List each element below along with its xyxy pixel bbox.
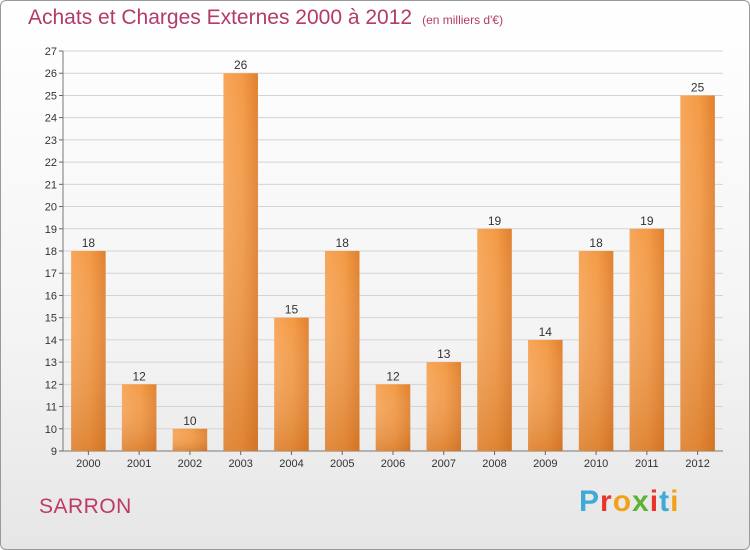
- y-tick-label: 20: [45, 202, 57, 214]
- x-tick-label: 2011: [635, 458, 659, 470]
- bar-shade: [578, 251, 614, 451]
- bar-shade: [426, 362, 462, 451]
- x-tick-label: 2008: [482, 458, 506, 470]
- y-tick-label: 25: [45, 90, 57, 102]
- y-tick-label: 27: [45, 46, 57, 58]
- brand-letter: r: [600, 485, 613, 518]
- bar-shade: [324, 251, 360, 451]
- x-tick-label: 2002: [178, 458, 202, 470]
- city-name: SARRON: [39, 495, 132, 518]
- bar-shade: [223, 73, 258, 451]
- bar-value-label: 25: [691, 80, 705, 94]
- bar-layer: 18 12 10 26 15 18 12 13 19 14 18 19 25: [71, 58, 715, 451]
- x-tick-label: 2003: [228, 458, 252, 470]
- bar-value-label: 13: [437, 347, 451, 361]
- bar-value-label: 14: [539, 325, 553, 339]
- x-tick-label: 2005: [330, 458, 354, 470]
- bar-shade: [274, 317, 309, 451]
- y-tick-label: 12: [45, 379, 57, 391]
- y-tick-label: 19: [45, 224, 57, 236]
- chart-title: Achats et Charges Externes 2000 à 2012 (e…: [28, 6, 503, 30]
- brand-letter: P: [579, 485, 601, 518]
- bar-shade: [172, 428, 208, 451]
- bar-value-label: 18: [589, 236, 603, 250]
- y-tick-label: 22: [45, 157, 57, 169]
- bar-shade: [121, 384, 157, 451]
- y-tick-label: 24: [45, 113, 57, 125]
- brand-letter: o: [612, 485, 633, 518]
- bar-shade: [71, 251, 106, 451]
- y-tick-label: 10: [45, 424, 57, 436]
- bar-value-label: 18: [82, 236, 96, 250]
- y-tick-label: 16: [45, 290, 57, 302]
- brand-logo: Proxiti: [579, 485, 679, 519]
- y-tick-label: 11: [46, 402, 57, 414]
- bar-shade: [528, 339, 563, 451]
- brand-letter: i: [670, 485, 680, 518]
- y-tick-label: 26: [45, 68, 57, 80]
- bar-value-label: 19: [488, 214, 502, 228]
- y-tick-label: 23: [45, 135, 57, 147]
- y-tick-label: 21: [45, 179, 57, 191]
- x-tick-label: 2010: [584, 458, 608, 470]
- bar-value-label: 12: [132, 369, 146, 383]
- bar-shade: [629, 228, 665, 451]
- x-tick-label: 2007: [432, 458, 456, 470]
- x-tick-label: 2009: [533, 458, 557, 470]
- x-tick-label: 2000: [76, 458, 100, 470]
- bar-shade: [680, 95, 715, 451]
- y-tick-label: 18: [45, 246, 57, 258]
- y-tick-label: 13: [45, 357, 57, 369]
- chart-title-text: Achats et Charges Externes 2000 à 2012: [28, 6, 413, 29]
- y-tick-label: 17: [45, 268, 57, 280]
- y-tick-label: 9: [51, 446, 57, 458]
- bar-value-label: 18: [336, 236, 350, 250]
- y-tick-label: 15: [45, 313, 57, 325]
- y-tick-label: 14: [45, 335, 57, 347]
- brand-letter: t: [659, 485, 671, 518]
- x-tick-label: 2001: [127, 458, 151, 470]
- bar-shade: [375, 384, 411, 451]
- bar-value-label: 12: [386, 369, 400, 383]
- bar-value-label: 19: [640, 214, 654, 228]
- brand-letter: i: [649, 485, 660, 518]
- chart-subtitle: (en milliers d'€): [422, 13, 504, 27]
- bar-value-label: 10: [183, 414, 197, 428]
- x-tick-label: 2012: [685, 458, 709, 470]
- bar-shade: [477, 228, 512, 451]
- brand-letter: x: [632, 485, 650, 518]
- x-tick-label: 2004: [279, 458, 303, 470]
- x-tick-label: 2006: [381, 458, 405, 470]
- bar-value-label: 15: [285, 303, 299, 317]
- bar-value-label: 26: [234, 58, 248, 72]
